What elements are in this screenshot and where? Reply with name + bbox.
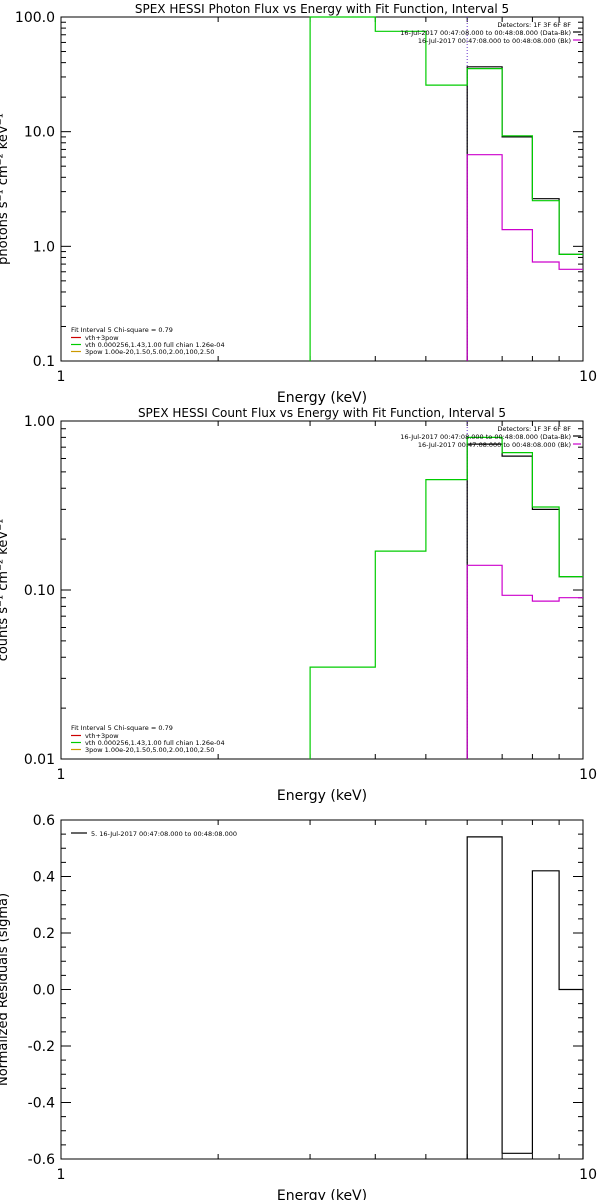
legend-text: Detectors: 1F 3F 6F 8F — [497, 21, 571, 29]
y-tick-label: 0.0 — [33, 983, 55, 999]
y-tick-label: 0.1 — [33, 354, 55, 370]
y-tick-label: 100.0 — [15, 10, 55, 26]
y-tick-label: 1.00 — [24, 414, 55, 430]
x-axis-label: Energy (keV) — [277, 788, 367, 804]
series-2-step-line — [309, 16, 583, 361]
legend-header: Fit Interval 5 Chi-square = 0.79 — [71, 724, 173, 732]
y-tick-label: -0.4 — [28, 1096, 55, 1112]
x-ticks — [60, 421, 584, 759]
series-1-step-line — [466, 154, 583, 361]
plot-frame — [60, 420, 584, 760]
x-tick-label: 10 — [579, 369, 597, 385]
x-tick-label: 1 — [57, 369, 66, 385]
x-axis-label: Energy (keV) — [277, 390, 367, 406]
legend-text: vth 0.000256,1.43,1.00 full chian 1.26e-… — [85, 739, 225, 747]
series-1-step-line — [466, 564, 583, 759]
y-tick-label: 0.10 — [24, 583, 55, 599]
y-axis-label: Normalized Residuals (sigma) — [0, 893, 11, 1086]
y-tick-label: 0.2 — [33, 926, 55, 942]
legend-text: vth+3pow — [85, 334, 119, 342]
y-tick-label: 0.4 — [33, 870, 55, 886]
series-0-step-line — [466, 443, 583, 759]
chart-title: SPEX HESSI Photon Flux vs Energy with Fi… — [135, 2, 509, 16]
legend-text: 16-Jul-2017 00:47:08.000 to 00:48:08.000… — [400, 29, 571, 37]
y-tick-label: 1.0 — [33, 239, 55, 255]
legend-top: 5. 16-Jul-2017 00:47:08.000 to 00:48:08.… — [71, 830, 237, 838]
x-ticks — [60, 820, 584, 1159]
series-0-step-line — [466, 836, 584, 1159]
residuals-panel: 1 10 -0.6 -0.4 -0.2 0.0 0.2 0.4 0.6 Energy (keV) N… — [0, 813, 597, 1200]
x-tick-label: 10 — [579, 767, 597, 783]
y-ticks — [61, 428, 583, 760]
x-ticks — [60, 17, 584, 361]
legend-text: Detectors: 1F 3F 6F 8F — [497, 425, 571, 433]
plot-frame — [60, 819, 584, 1160]
count-flux-panel: 1 10 0.01 0.10 1.00 SPEX HESSI Count Flux vs … — [0, 406, 597, 804]
legend-header: Fit Interval 5 Chi-square = 0.79 — [71, 326, 173, 334]
legend-text: vth 0.000256,1.43,1.00 full chian 1.26e-… — [85, 341, 225, 349]
legend-text: 16-Jul-2017 00:47:08.000 to 00:48:08.000… — [418, 37, 571, 45]
y-tick-label: 0.01 — [24, 752, 55, 768]
legend-bottom: Fit Interval 5 Chi-square = 0.79vth+3pow… — [71, 724, 225, 754]
x-tick-label: 1 — [57, 1167, 66, 1183]
photon-flux-panel: 1 10 0.1 1.0 10.0 100.0 SPEX HESSI Photon Flux… — [0, 2, 597, 406]
legend-text: 5. 16-Jul-2017 00:47:08.000 to 00:48:08.… — [91, 830, 237, 838]
x-tick-label: 10 — [579, 1167, 597, 1183]
series-0-step-line — [466, 66, 583, 361]
x-axis-label: Energy (keV) — [277, 1188, 367, 1200]
y-ticks — [61, 819, 583, 1160]
legend-text: 3pow 1.00e-20,1.50,5.00,2.00,100,2.50 — [85, 746, 214, 754]
x-tick-label: 1 — [57, 767, 66, 783]
legend-text: 3pow 1.00e-20,1.50,5.00,2.00,100,2.50 — [85, 348, 214, 356]
y-tick-label: 10.0 — [24, 125, 55, 141]
legend-text: vth+3pow — [85, 732, 119, 740]
y-tick-label: -0.6 — [28, 1152, 55, 1168]
chart-title: SPEX HESSI Count Flux vs Energy with Fit… — [138, 406, 506, 420]
plot-frame — [60, 16, 584, 362]
y-tick-label: -0.2 — [28, 1039, 55, 1055]
y-ticks — [61, 21, 583, 362]
legend-bottom: Fit Interval 5 Chi-square = 0.79vth+3pow… — [71, 326, 225, 356]
legend-text: 16-Jul-2017 00:47:08.000 to 00:48:08.000… — [400, 433, 571, 441]
series-2-step-line — [309, 436, 583, 759]
y-tick-label: 0.6 — [33, 813, 55, 829]
legend-text: 16-Jul-2017 00:47:08.000 to 00:48:08.000… — [418, 441, 571, 449]
y-axis-label: counts s⁻¹ cm⁻² keV⁻¹ — [0, 519, 11, 662]
y-axis-label: photons s⁻¹ cm⁻² keV⁻¹ — [0, 113, 11, 265]
